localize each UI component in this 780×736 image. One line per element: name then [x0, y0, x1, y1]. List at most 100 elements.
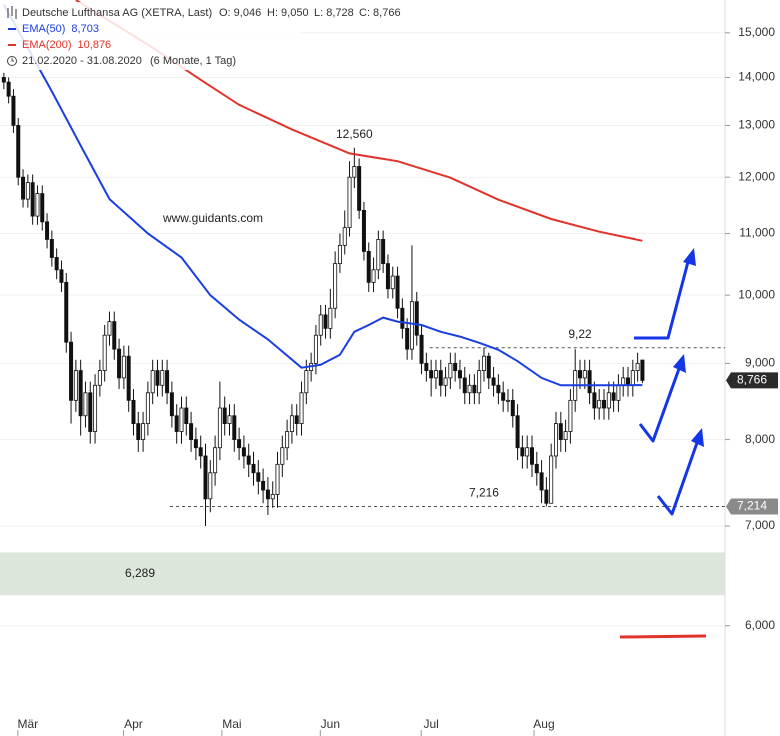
- candle-body: [131, 399, 136, 424]
- x-tick-label: Mai: [222, 717, 241, 731]
- price-tag-label: 7,214: [737, 499, 767, 513]
- candle-body: [261, 480, 266, 491]
- candle-body: [578, 370, 583, 379]
- candle-body: [69, 341, 74, 401]
- candle-body: [549, 455, 554, 504]
- candle-body: [313, 334, 318, 364]
- plot-area: 12,560 9,22 7,216: [1, 0, 645, 526]
- candle-body: [515, 415, 520, 449]
- candle-body: [534, 463, 539, 474]
- interval: (6 Monate, 1 Tag): [150, 55, 236, 67]
- candle-body: [414, 301, 419, 336]
- candle-body: [429, 370, 434, 379]
- candle-body: [385, 263, 390, 290]
- quote: L: 8,728: [314, 7, 354, 19]
- candle-body: [357, 166, 362, 211]
- quote: H: 9,050: [267, 7, 309, 19]
- header-title: Deutsche Lufthansa AG (XETRA, Last): [22, 7, 212, 19]
- period: 21.02.2020 - 31.08.2020: [22, 55, 142, 67]
- candle-body: [30, 182, 35, 217]
- candle-body: [294, 415, 299, 424]
- candle-body: [45, 221, 50, 240]
- x-tick-label: Aug: [533, 717, 554, 731]
- candle-body: [141, 423, 146, 440]
- candle-body: [328, 307, 333, 329]
- candle-body: [400, 307, 405, 329]
- y-tick-label: 15,000: [738, 25, 775, 39]
- quote: C: 8,766: [359, 7, 401, 19]
- candle-body: [40, 193, 45, 223]
- drawings: [619, 248, 707, 639]
- candle-body: [78, 370, 83, 417]
- x-tick-label: Apr: [124, 717, 143, 731]
- legend-value: 8,703: [71, 23, 99, 35]
- candle-body: [256, 472, 261, 482]
- candle-body: [145, 392, 150, 424]
- candle-body: [1, 77, 6, 83]
- candle-body: [59, 269, 64, 283]
- y-tick-label: 7,000: [745, 518, 775, 532]
- y-tick-label: 10,000: [738, 287, 775, 301]
- candle-body: [246, 455, 251, 465]
- candle-body: [289, 415, 294, 432]
- candle-body: [635, 362, 640, 371]
- candle-body: [16, 125, 21, 178]
- candle-body: [107, 321, 112, 336]
- red-marker: [619, 634, 707, 639]
- candle-body: [222, 407, 227, 424]
- candle-body: [592, 392, 597, 409]
- candle-body: [150, 370, 155, 394]
- candle-body: [83, 392, 88, 417]
- x-tick-label: Mär: [18, 717, 39, 731]
- candle-body: [467, 384, 472, 394]
- x-tick-label: Jul: [423, 717, 438, 731]
- y-tick-label: 9,000: [745, 356, 775, 370]
- candle-body: [390, 275, 395, 290]
- candle-body: [424, 362, 429, 371]
- watermark: www.guidants.com: [162, 211, 263, 225]
- candle-body: [88, 392, 93, 432]
- legend-label: EMA(50): [22, 23, 65, 35]
- candle-body: [352, 166, 357, 178]
- candle-body: [232, 415, 237, 440]
- ema-line: [2, 4, 643, 387]
- candle-body: [457, 370, 462, 379]
- candle-body: [193, 439, 198, 449]
- candle-body: [640, 359, 645, 381]
- arrow-head: [673, 354, 686, 373]
- candle-body: [347, 176, 352, 229]
- legend: Deutsche Lufthansa AG (XETRA, Last) O: 9…: [0, 2, 401, 70]
- candle-body: [21, 176, 26, 200]
- arrow: [638, 365, 682, 443]
- candle-body: [265, 489, 270, 500]
- candle-body: [539, 472, 544, 491]
- candle-body: [285, 431, 290, 449]
- price-tag: [726, 372, 778, 389]
- annotation: 9,22: [568, 327, 592, 341]
- y-tick-label: 11,000: [739, 226, 775, 240]
- candle-body: [409, 301, 414, 350]
- candle-body: [602, 399, 607, 409]
- candle-body: [626, 377, 631, 386]
- x-tick-label: Jun: [321, 717, 340, 731]
- candle-body: [11, 95, 16, 126]
- candle-body: [174, 415, 179, 432]
- candle-body: [155, 370, 160, 386]
- candle-body: [558, 423, 563, 440]
- candle-body: [198, 447, 203, 457]
- legend-value: 10,876: [78, 39, 112, 51]
- candle-body: [6, 81, 11, 97]
- arrow-head: [691, 428, 704, 447]
- candle-body: [241, 447, 246, 457]
- candle-body: [462, 377, 467, 394]
- candle-body: [112, 321, 117, 350]
- candle-body: [582, 370, 587, 379]
- candle-body: [371, 269, 376, 283]
- candle-body: [275, 463, 280, 495]
- candle-body: [477, 370, 482, 394]
- candle-body: [318, 314, 323, 336]
- candle-body: [405, 327, 410, 350]
- candle-body: [25, 182, 30, 200]
- candle-body: [510, 399, 515, 417]
